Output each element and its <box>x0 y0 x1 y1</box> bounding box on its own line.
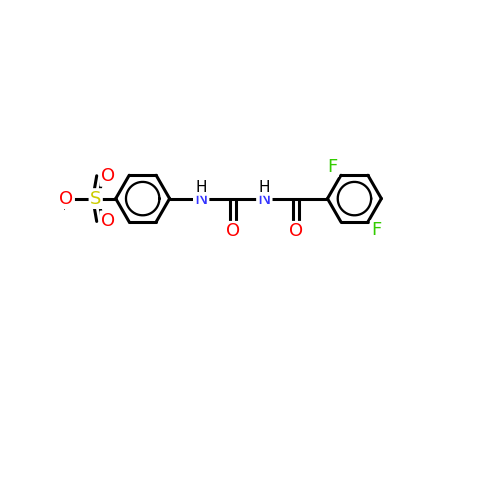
Text: O: O <box>60 190 74 208</box>
Text: O: O <box>101 168 115 186</box>
Text: H: H <box>196 180 207 194</box>
Text: O: O <box>101 212 115 230</box>
Text: F: F <box>371 222 382 240</box>
Text: O: O <box>226 222 240 240</box>
Text: N: N <box>194 190 208 208</box>
Text: H: H <box>258 180 270 194</box>
Text: N: N <box>258 190 271 208</box>
Text: S: S <box>90 190 102 208</box>
Text: O: O <box>289 222 303 240</box>
Text: F: F <box>328 158 338 176</box>
